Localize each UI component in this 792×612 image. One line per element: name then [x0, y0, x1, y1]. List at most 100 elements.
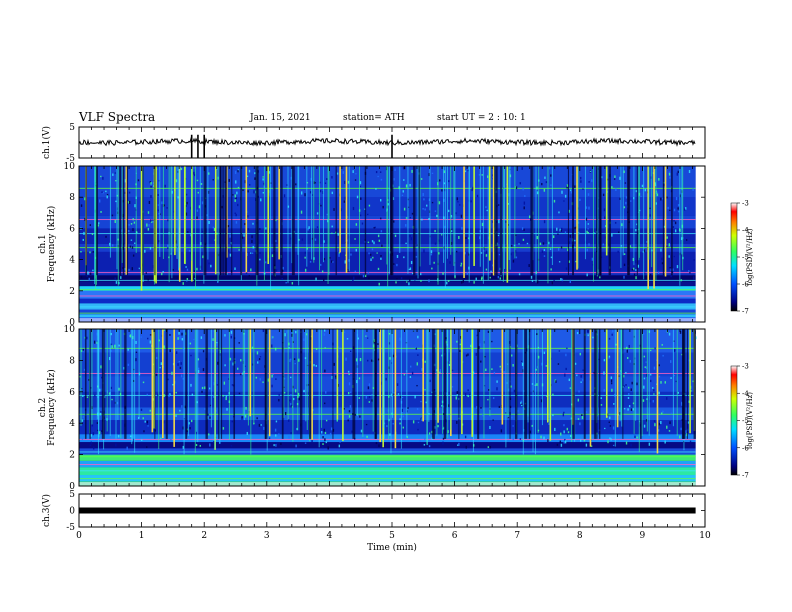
psd-speckle	[81, 438, 84, 440]
psd-speckle	[603, 359, 606, 362]
psd-speckle	[441, 404, 443, 407]
psd-speckle	[101, 191, 103, 193]
sferic-streak	[345, 166, 348, 273]
quiet-gap	[154, 329, 156, 439]
sferic-streak	[199, 166, 201, 271]
psd-speckle	[499, 277, 502, 280]
psd-speckle	[175, 240, 177, 244]
sferic-streak	[468, 166, 470, 283]
psd-speckle	[90, 434, 92, 437]
psd-speckle	[402, 426, 404, 429]
psd-speckle	[308, 384, 310, 386]
psd-speckle	[587, 223, 590, 225]
psd-speckle	[323, 333, 326, 336]
psd-speckle	[365, 395, 368, 399]
x-tick-label: 9	[640, 531, 646, 541]
psd-speckle	[580, 180, 582, 183]
sferic-streak	[94, 166, 96, 285]
sferic-streak	[646, 329, 648, 432]
psd-speckle	[673, 374, 676, 377]
psd-speckle	[642, 399, 645, 402]
psd-speckle	[614, 175, 616, 178]
psd-speckle	[147, 278, 149, 281]
sferic-streak	[407, 166, 409, 274]
psd-speckle	[252, 245, 254, 249]
psd-speckle	[450, 230, 453, 232]
psd-speckle	[190, 354, 192, 357]
sferic-streak	[535, 166, 537, 283]
psd-speckle	[629, 245, 632, 248]
psd-speckle	[510, 253, 512, 256]
psd-speckle	[520, 401, 522, 405]
psd-speckle	[670, 274, 672, 278]
psd-speckle	[467, 395, 469, 398]
psd-speckle	[93, 446, 95, 450]
psd-speckle	[216, 343, 218, 347]
psd-speckle	[602, 243, 605, 246]
sferic-streak	[96, 329, 98, 420]
y-tick-label: 2	[69, 451, 75, 461]
psd-speckle	[185, 212, 188, 216]
sferic-streak	[689, 329, 691, 434]
psd-speckle	[545, 365, 548, 367]
psd-speckle	[455, 396, 458, 400]
psd-speckle	[135, 359, 137, 362]
psd-speckle	[146, 337, 149, 340]
psd-speckle	[229, 234, 231, 238]
psd-speckle	[561, 227, 563, 231]
psd-speckle	[331, 260, 333, 263]
psd-speckle	[204, 386, 206, 390]
psd-speckle	[670, 377, 672, 379]
psd-speckle	[610, 438, 612, 441]
psd-speckle	[611, 388, 613, 392]
psd-speckle	[603, 389, 605, 392]
psd-speckle	[244, 365, 246, 367]
psd-speckle	[167, 378, 169, 381]
psd-speckle	[158, 240, 160, 243]
psd-speckle	[417, 335, 419, 339]
psd-speckle	[228, 378, 230, 380]
psd-speckle	[260, 424, 262, 426]
psd-speckle	[196, 216, 198, 219]
carrier-line	[79, 306, 696, 308]
psd-speckle	[100, 411, 102, 413]
psd-speckle	[286, 184, 288, 186]
sferic-streak	[174, 166, 176, 256]
psd-speckle	[410, 260, 413, 265]
psd-speckle	[320, 204, 322, 207]
psd-speckle	[526, 242, 529, 245]
sferic-streak	[95, 166, 97, 290]
psd-speckle	[360, 429, 363, 433]
psd-speckle	[146, 446, 148, 448]
psd-speckle	[668, 282, 670, 285]
psd-speckle	[550, 184, 552, 186]
psd-speckle	[201, 386, 204, 390]
psd-speckle	[677, 204, 680, 207]
psd-speckle	[665, 245, 668, 248]
psd-speckle	[389, 433, 391, 436]
psd-speckle	[235, 213, 237, 217]
sferic-streak	[676, 329, 678, 436]
psd-speckle	[428, 445, 431, 448]
sferic-streak	[278, 166, 280, 260]
psd-speckle	[102, 176, 104, 180]
psd-speckle	[471, 188, 473, 192]
psd-speckle	[163, 204, 165, 206]
psd-speckle	[377, 358, 380, 361]
quiet-gap	[413, 166, 416, 276]
sferic-streak	[584, 166, 586, 260]
psd-speckle	[693, 259, 695, 261]
no-data-region	[695, 329, 705, 486]
psd-speckle	[398, 186, 400, 190]
psd-speckle	[684, 207, 687, 210]
sferic-streak	[446, 329, 448, 416]
colorbar-gradient	[730, 202, 738, 312]
psd-speckle	[192, 274, 194, 276]
psd-speckle	[536, 280, 539, 283]
psd-speckle	[470, 344, 472, 348]
psd-speckle	[472, 186, 474, 190]
psd-speckle	[298, 358, 300, 362]
psd-speckle	[243, 333, 245, 335]
psd-speckle	[196, 267, 198, 271]
psd-speckle	[677, 170, 679, 174]
